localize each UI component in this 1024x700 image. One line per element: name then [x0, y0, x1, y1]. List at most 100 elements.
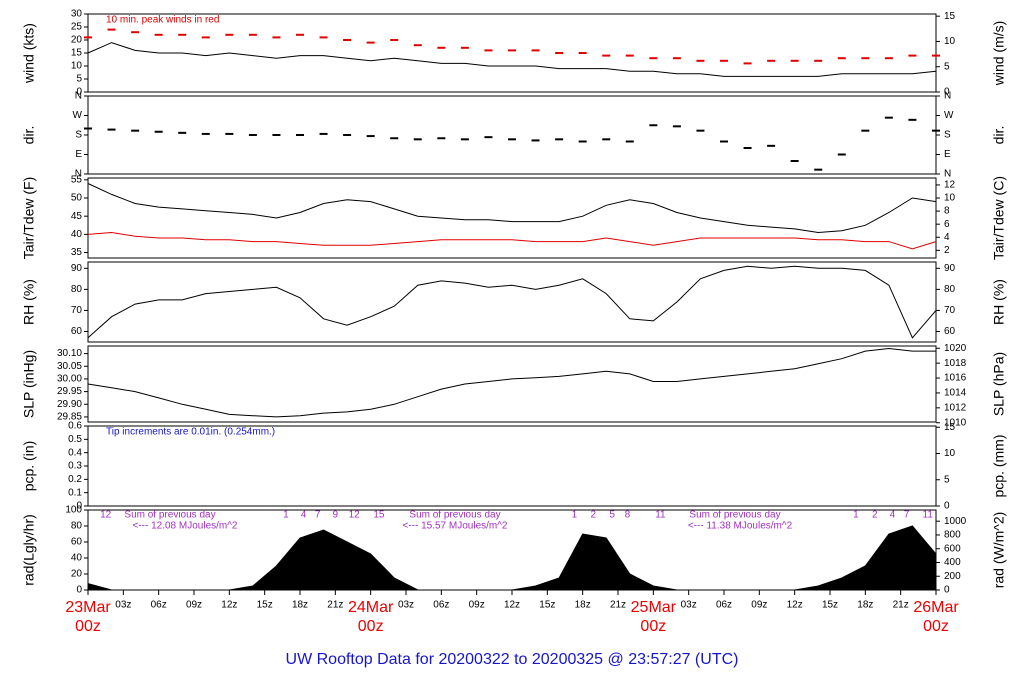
- y2-tick-label: 1020: [944, 343, 967, 354]
- daily-sum-title: Sum of previous day: [409, 510, 500, 521]
- y2-tick-label: 5: [944, 474, 950, 485]
- y-tick-label: 80: [71, 521, 83, 532]
- y-tick-label: 0: [76, 585, 82, 596]
- hour-mark: 1: [283, 510, 289, 521]
- x-date-label: 25Mar: [631, 599, 677, 616]
- x-tick-label: 06z: [433, 600, 449, 611]
- hour-mark: 7: [904, 510, 910, 521]
- y2-tick-label: 5: [944, 61, 950, 72]
- x-tick-label: 09z: [469, 600, 485, 611]
- y-axis-label: pcp. (in): [21, 441, 37, 492]
- y-tick-label: 30.00: [57, 374, 82, 385]
- y2-tick-label: S: [944, 130, 951, 141]
- y-tick-label: 29.90: [57, 399, 82, 410]
- x-tick-label: 18z: [292, 600, 308, 611]
- y2-tick-label: 10: [944, 193, 956, 204]
- y2-tick-label: 10: [944, 448, 956, 459]
- y-axis-label: SLP (inHg): [21, 350, 37, 418]
- y2-tick-label: 1018: [944, 358, 967, 369]
- hour-mark: 1: [572, 510, 578, 521]
- y2-axis-label: RH (%): [991, 279, 1007, 325]
- y-tick-label: 100: [65, 505, 82, 516]
- y-tick-label: 45: [71, 211, 83, 222]
- panel-frame: [87, 95, 937, 175]
- x-tick-label: 06z: [716, 600, 732, 611]
- y2-tick-label: 12: [944, 180, 956, 191]
- y2-tick-label: 200: [944, 571, 961, 582]
- y-axis-label: Tair/Tdew (F): [21, 177, 37, 259]
- y-axis-label: dir.: [21, 126, 37, 145]
- x-tick-label: 12z: [504, 600, 520, 611]
- y-tick-label: 0.6: [68, 421, 82, 432]
- hour-mark: 4: [301, 510, 307, 521]
- x-tick-label: 03z: [115, 600, 131, 611]
- y-tick-label: 0.1: [68, 487, 82, 498]
- y2-axis-label: pcp. (mm): [991, 435, 1007, 498]
- y2-tick-label: 1012: [944, 402, 967, 413]
- y2-tick-label: N: [944, 91, 951, 102]
- y2-axis-label: dir.: [991, 126, 1007, 145]
- hour-mark: 12: [349, 510, 361, 521]
- y-tick-label: 40: [71, 229, 83, 240]
- y-tick-label: 0.2: [68, 474, 82, 485]
- y-tick-label: 25: [71, 22, 83, 33]
- x-tick-label: 12z: [221, 600, 237, 611]
- y2-axis-label: wind (m/s): [991, 21, 1007, 87]
- y2-tick-label: 10: [944, 36, 956, 47]
- panel-frame: [87, 345, 937, 423]
- y-tick-label: 29.85: [57, 412, 82, 423]
- y2-tick-label: 4: [944, 232, 950, 243]
- data-line: [87, 347, 936, 418]
- y-tick-label: S: [75, 130, 82, 141]
- hour-mark: 7: [315, 510, 321, 521]
- y2-tick-label: 0: [944, 87, 950, 98]
- hour-mark: 9: [333, 510, 339, 521]
- x-tick-label: 03z: [681, 600, 697, 611]
- y-tick-label: 60: [71, 326, 83, 337]
- y-tick-label: 0.4: [68, 447, 82, 458]
- daily-sum-text: <--- 11.38 MJoules/m^2: [688, 521, 793, 532]
- annotation: 10 min. peak winds in red: [106, 15, 219, 26]
- daily-sum-text: <--- 15.57 MJoules/m^2: [402, 521, 507, 532]
- y-tick-label: 60: [71, 537, 83, 548]
- data-area: [87, 525, 937, 591]
- y2-tick-label: 8: [944, 206, 950, 217]
- panel-frame: [87, 13, 937, 93]
- hour-mark: 8: [625, 510, 631, 521]
- x-tick-label: 03z: [398, 600, 414, 611]
- y2-axis-label: SLP (hPa): [991, 352, 1007, 416]
- y2-tick-label: E: [944, 149, 951, 160]
- y-tick-label: 30.05: [57, 361, 82, 372]
- y-tick-label: 70: [71, 305, 83, 316]
- panel-frame: [87, 177, 937, 259]
- y2-tick-label: 800: [944, 530, 961, 541]
- y2-tick-label: 1016: [944, 373, 967, 384]
- y-tick-label: 50: [71, 193, 83, 204]
- x-tick-label: 18z: [857, 600, 873, 611]
- y-tick-label: 15: [71, 48, 83, 59]
- hour-mark: 2: [590, 510, 596, 521]
- x-date-label: 26Mar: [913, 599, 959, 616]
- data-line: [87, 42, 937, 77]
- y2-tick-label: 400: [944, 557, 961, 568]
- y2-tick-label: N: [944, 169, 951, 180]
- y2-tick-label: 15: [944, 422, 956, 433]
- y-tick-label: 0: [76, 87, 82, 98]
- y-tick-label: 40: [71, 553, 83, 564]
- y-tick-label: 35: [71, 247, 83, 258]
- y-axis-label: wind (kts): [21, 23, 37, 84]
- y-tick-label: 30: [71, 9, 83, 20]
- y-tick-label: 10: [71, 61, 83, 72]
- x-date-label: 24Mar: [348, 599, 394, 616]
- hour-mark: 15: [373, 510, 385, 521]
- y2-tick-label: 60: [944, 326, 956, 337]
- y-tick-label: N: [75, 91, 82, 102]
- y2-tick-label: 15: [944, 11, 956, 22]
- x-date-sublabel: 00z: [923, 618, 949, 635]
- y-tick-label: 20: [71, 569, 83, 580]
- y-tick-label: 90: [71, 263, 83, 274]
- y-tick-label: 30.10: [57, 348, 82, 359]
- y2-axis-label: rad (W/m^2): [991, 512, 1007, 589]
- x-date-sublabel: 00z: [640, 618, 666, 635]
